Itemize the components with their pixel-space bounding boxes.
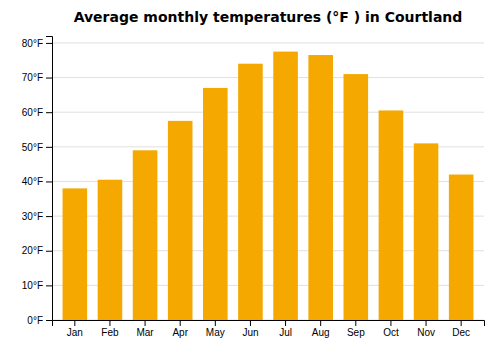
x-tick: Oct [383, 320, 399, 338]
x-tick: Dec [452, 320, 470, 338]
x-tick: Jan [67, 320, 83, 338]
x-tick-mark [426, 320, 427, 326]
y-tick-mark [46, 181, 52, 182]
x-tick-mark [355, 320, 356, 326]
y-tick-mark [46, 43, 52, 44]
title: Average monthly temperatures (°F ) in Co… [74, 9, 463, 25]
x-tick: Sep [347, 320, 365, 338]
x-axis: Jan Feb Mar Apr May Jun Jul Aug Sep Oct Nov Dec [53, 320, 485, 338]
bar [203, 88, 228, 320]
x-tick-label: May [206, 327, 225, 338]
x-axis-line [53, 321, 485, 327]
x-tick-mark [250, 320, 251, 326]
y-tick: 20°F [22, 245, 52, 256]
y-tick-mark [46, 112, 52, 113]
x-tick-label: Jul [279, 327, 292, 338]
x-tick-label: Oct [383, 327, 399, 338]
bar [133, 150, 158, 320]
x-tick: Aug [312, 320, 330, 338]
y-tick-label: 40°F [22, 176, 43, 187]
y-tick-label: 10°F [22, 280, 43, 291]
y-tick: 0°F [27, 315, 52, 326]
x-tick-label: Mar [136, 327, 154, 338]
x-tick: Apr [172, 320, 188, 338]
bar [238, 64, 263, 320]
x-tick-label: Sep [347, 327, 365, 338]
bar [98, 180, 123, 320]
y-tick-mark [46, 251, 52, 252]
y-tick-mark [46, 216, 52, 217]
x-tick-label: Feb [101, 327, 119, 338]
bar [63, 188, 88, 320]
y-tick-mark [46, 147, 52, 148]
y-tick: 10°F [22, 280, 52, 291]
y-tick-label: 30°F [22, 211, 43, 222]
x-tick: Feb [101, 320, 119, 338]
x-tick: Jul [279, 320, 292, 338]
x-tick-label: Aug [312, 327, 330, 338]
y-axis-line [46, 37, 53, 321]
y-tick: 60°F [22, 107, 52, 118]
x-tick: Nov [417, 320, 435, 338]
y-axis: 0°F 10°F 20°F 30°F 40°F 50°F 60°F 70°F 80°F [22, 37, 53, 326]
x-tick-mark [285, 320, 286, 326]
grid-line [52, 112, 484, 113]
bar [449, 175, 474, 320]
bar [379, 110, 404, 320]
y-tick-label: 0°F [27, 315, 43, 326]
y-tick-label: 70°F [22, 72, 43, 83]
y-tick: 80°F [22, 38, 52, 49]
x-tick-mark [109, 320, 110, 326]
y-tick-label: 50°F [22, 142, 43, 153]
y-tick: 50°F [22, 142, 52, 153]
y-tick-label: 80°F [22, 38, 43, 49]
bar [273, 52, 298, 320]
x-tick-mark [74, 320, 75, 326]
x-tick-label: Jun [242, 327, 258, 338]
x-tick-label: Nov [417, 327, 435, 338]
y-tick-label: 20°F [22, 245, 43, 256]
x-tick: May [206, 320, 225, 338]
y-tick-mark [46, 78, 52, 79]
x-tick-mark [461, 320, 462, 326]
bar [168, 121, 193, 320]
bar [308, 55, 333, 320]
x-tick: Jun [242, 320, 258, 338]
grid-line [52, 42, 484, 43]
y-tick: 30°F [22, 211, 52, 222]
x-tick-label: Jan [67, 327, 83, 338]
x-tick-mark [180, 320, 181, 326]
x-tick-mark [390, 320, 391, 326]
bars [63, 52, 474, 320]
grid-line [52, 77, 484, 78]
y-tick-mark [46, 285, 52, 286]
y-tick-label: 60°F [22, 107, 43, 118]
x-tick-mark [145, 320, 146, 326]
plot: 0°F 10°F 20°F 30°F 40°F 50°F 60°F 70°F 80°F Jan Fe… [22, 37, 485, 339]
x-tick: Mar [136, 320, 154, 338]
chart: 0°F 10°F 20°F 30°F 40°F 50°F 60°F 70°F 80°F Jan Fe… [0, 0, 500, 350]
bar [414, 143, 439, 320]
y-tick-mark [46, 320, 52, 321]
grid [52, 43, 484, 320]
bar [344, 74, 369, 320]
y-tick: 70°F [22, 72, 52, 83]
x-tick-label: Dec [452, 327, 470, 338]
x-tick-mark [320, 320, 321, 326]
x-tick-mark [215, 320, 216, 326]
y-tick: 40°F [22, 176, 52, 187]
x-tick-label: Apr [172, 327, 188, 338]
